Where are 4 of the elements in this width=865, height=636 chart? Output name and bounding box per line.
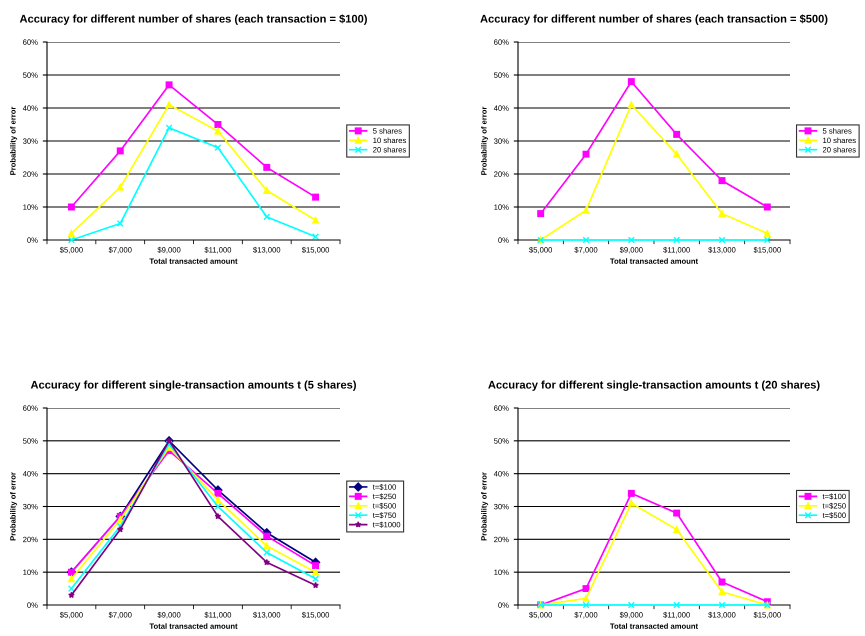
chart-title: Accuracy for different number of shares (each transaction = $500) — [480, 14, 828, 25]
chart-title: Accuracy for different number of shares (each transaction = $100) — [20, 14, 367, 25]
chart-title: Accuracy for different single-transaction amounts t (5 shares) — [30, 380, 356, 391]
chart-title: Accuracy for different single-transaction amounts t (20 shares) — [488, 380, 820, 391]
